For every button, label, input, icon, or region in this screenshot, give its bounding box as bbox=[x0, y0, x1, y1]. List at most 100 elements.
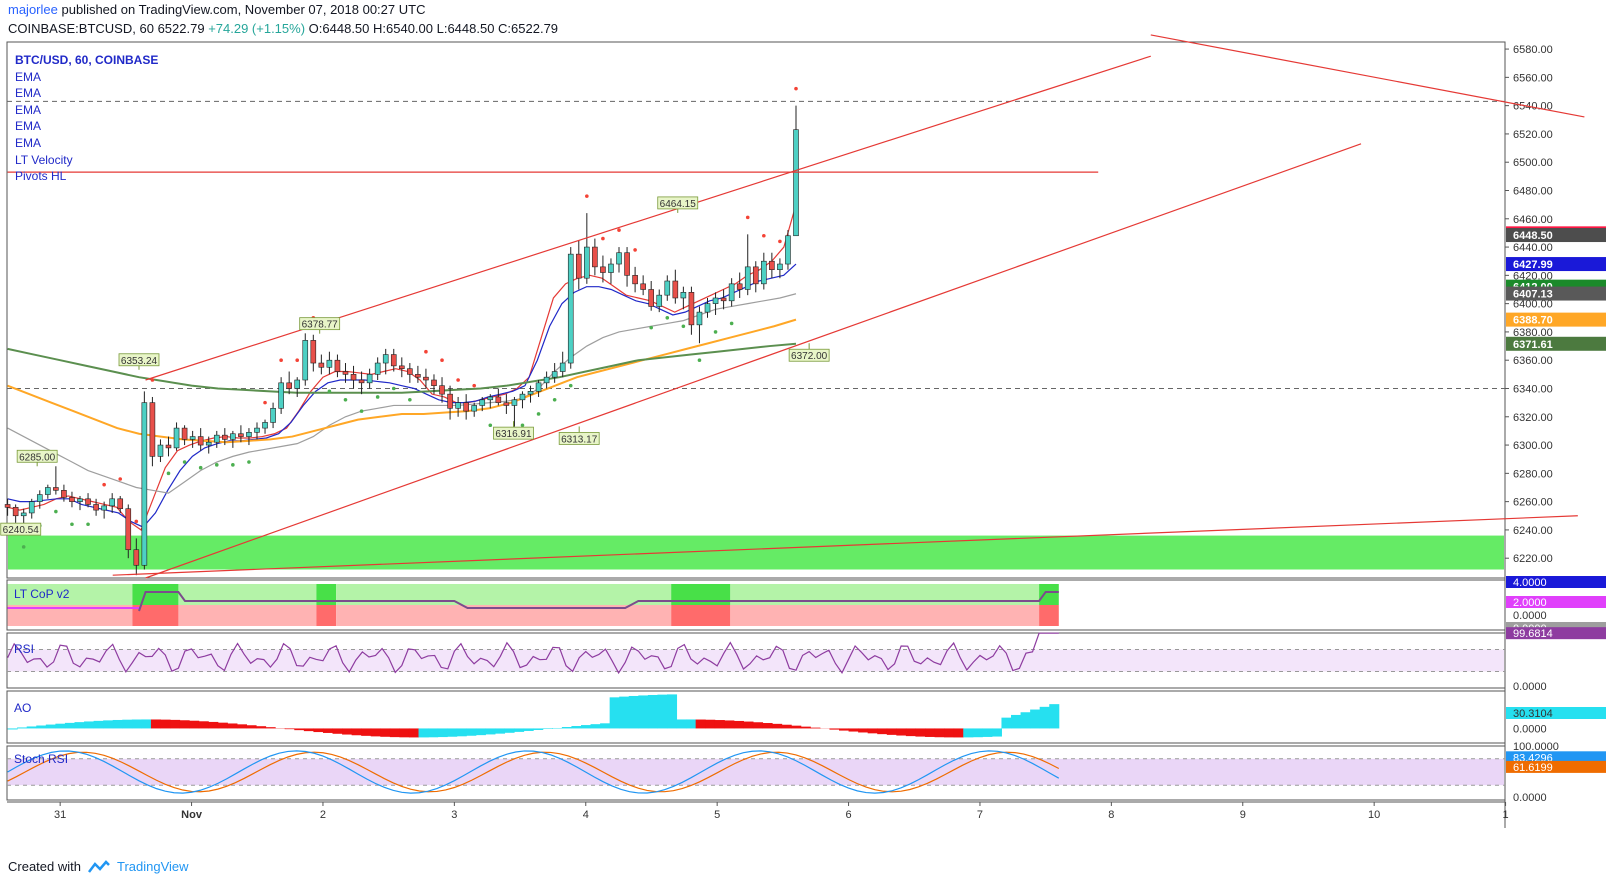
ao-pane bbox=[6, 690, 1506, 744]
ao-bar bbox=[1001, 717, 1012, 729]
velocity-dot bbox=[697, 358, 702, 363]
price-tick-label: 6500.00 bbox=[1513, 157, 1553, 169]
cop-zone-bull bbox=[132, 584, 179, 605]
velocity-dot bbox=[150, 378, 155, 382]
ao-bar bbox=[1039, 706, 1050, 729]
ao-bar bbox=[953, 728, 964, 738]
cop-tag bbox=[1506, 609, 1606, 621]
time-tick-label: 2 bbox=[320, 809, 326, 821]
ao-bar bbox=[972, 728, 983, 738]
ao-bar bbox=[26, 726, 37, 729]
ao-bar bbox=[74, 722, 85, 729]
candle bbox=[447, 393, 453, 409]
ao-pane-label[interactable]: AO bbox=[14, 701, 32, 715]
velocity-dot bbox=[408, 398, 412, 402]
candle bbox=[109, 498, 115, 507]
ao-bar bbox=[447, 728, 458, 737]
candle bbox=[487, 396, 494, 401]
ao-bar bbox=[36, 725, 47, 729]
candle bbox=[632, 275, 638, 285]
velocity-dot bbox=[456, 378, 460, 382]
ao-tag bbox=[1506, 707, 1606, 719]
main-pane bbox=[6, 41, 1506, 579]
ao-bar bbox=[638, 695, 649, 729]
candle bbox=[230, 433, 236, 440]
legend-title: BTC/USD, 60, COINBASE bbox=[15, 53, 159, 67]
legend-item[interactable]: EMA bbox=[15, 69, 42, 84]
ao-bar bbox=[609, 697, 620, 729]
footer: Created with TradingView bbox=[8, 859, 189, 874]
candle bbox=[342, 371, 349, 375]
price-tick-label: 6520.00 bbox=[1513, 129, 1553, 141]
candle bbox=[77, 498, 83, 502]
candle bbox=[20, 512, 27, 517]
legend-item[interactable]: EMA bbox=[15, 119, 42, 134]
ao-bar bbox=[886, 728, 897, 735]
ao-bar bbox=[934, 728, 945, 738]
candle bbox=[761, 260, 767, 285]
velocity-dot bbox=[166, 471, 171, 476]
candle bbox=[254, 427, 260, 433]
price-tick-label: 6240.00 bbox=[1513, 525, 1553, 537]
legend-item[interactable]: EMA bbox=[15, 86, 42, 101]
ao-bar bbox=[944, 728, 955, 738]
ao-bar bbox=[217, 722, 228, 729]
velocity-dot bbox=[359, 409, 364, 413]
candle bbox=[704, 303, 711, 313]
ao-bar bbox=[542, 728, 553, 729]
candle bbox=[286, 382, 292, 389]
pivot-label: 6372.00 bbox=[791, 351, 828, 362]
legend-item[interactable]: LT Velocity bbox=[15, 152, 73, 167]
velocity-dot bbox=[247, 460, 251, 464]
stoch-d-line bbox=[7, 751, 1060, 793]
ao-bar bbox=[64, 722, 75, 729]
stoch-pane-label[interactable]: Stoch RSI bbox=[14, 752, 69, 766]
candle bbox=[592, 246, 598, 268]
legend-item[interactable]: EMA bbox=[15, 135, 42, 150]
ao-bar bbox=[236, 724, 248, 729]
ao-bar bbox=[408, 728, 420, 738]
ao-bar bbox=[170, 719, 181, 729]
pivot-label: 6313.17 bbox=[561, 434, 598, 445]
rsi-pane-label[interactable]: RSI bbox=[14, 642, 35, 656]
author-link[interactable]: majorlee bbox=[8, 2, 58, 17]
candle bbox=[793, 129, 799, 237]
candle bbox=[133, 549, 140, 566]
price-tag-label: 6407.13 bbox=[1513, 289, 1553, 301]
time-tick-label: 7 bbox=[977, 809, 983, 821]
candle bbox=[141, 402, 148, 566]
time-tick-label: 6 bbox=[845, 809, 851, 821]
cop-zone-bear bbox=[336, 605, 672, 626]
legend-item[interactable]: EMA bbox=[15, 102, 42, 117]
ao-bar bbox=[122, 719, 133, 729]
candle bbox=[559, 362, 566, 372]
legend-item[interactable]: Pivots HL bbox=[15, 169, 67, 184]
velocity-dot bbox=[520, 423, 525, 428]
price-tag bbox=[1506, 336, 1606, 351]
price-tick-label: 6420.00 bbox=[1513, 270, 1553, 282]
ao-bar bbox=[600, 723, 611, 729]
cop-tick-label: 2.0000 bbox=[1513, 597, 1547, 609]
candle bbox=[551, 371, 558, 378]
candle bbox=[584, 246, 590, 279]
tradingview-brand[interactable]: TradingView bbox=[116, 859, 189, 874]
candle bbox=[503, 402, 510, 406]
price-tag-label: 6371.61 bbox=[1513, 339, 1553, 351]
price-tick-label: 6580.00 bbox=[1513, 44, 1553, 56]
candle bbox=[736, 283, 743, 290]
ao-bar bbox=[676, 719, 687, 729]
ao-bar bbox=[284, 728, 295, 730]
ao-bar bbox=[915, 728, 926, 737]
ao-bar bbox=[246, 725, 257, 729]
ao-bar bbox=[791, 725, 802, 729]
cop-zone-bull bbox=[316, 584, 337, 605]
velocity-dot bbox=[633, 248, 637, 252]
price-tick-label: 6220.00 bbox=[1513, 553, 1553, 565]
copv2-pane-label[interactable]: LT CoP v2 bbox=[14, 587, 70, 601]
trendline bbox=[112, 515, 1578, 576]
cop-zone-bear bbox=[178, 605, 317, 626]
candle bbox=[575, 253, 582, 279]
candle bbox=[197, 436, 204, 446]
velocity-dot bbox=[21, 545, 26, 549]
ao-bar bbox=[504, 728, 515, 733]
